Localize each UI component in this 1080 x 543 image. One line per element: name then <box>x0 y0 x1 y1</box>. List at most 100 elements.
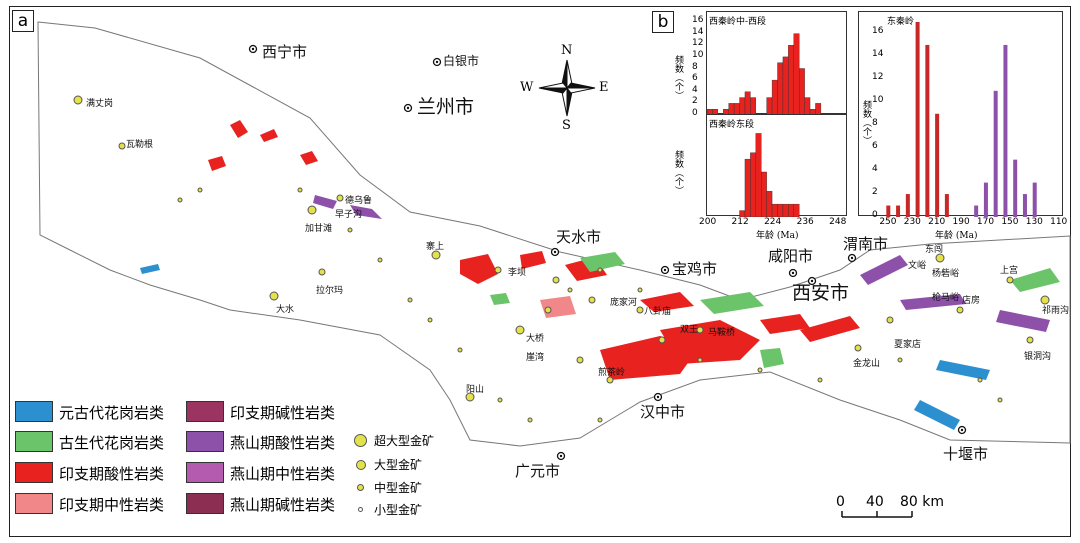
compass-west: W <box>520 80 534 95</box>
deposit-label: 八卦庙 <box>644 307 672 317</box>
gold-deposit-symbol <box>886 316 894 324</box>
histogram-bar <box>761 171 767 217</box>
gold-deposit-symbol <box>197 187 203 193</box>
tick-label: 16 <box>872 26 884 37</box>
histogram-bar <box>905 194 910 217</box>
histogram-bar <box>935 113 940 217</box>
histogram-bar <box>993 90 998 217</box>
gold-deposit-symbol <box>269 291 279 301</box>
histogram-bar <box>771 203 778 217</box>
gold-deposit-symbol <box>318 268 326 276</box>
gold-deposit-symbol <box>854 344 862 352</box>
gold-deposit-symbol <box>494 266 502 274</box>
deposit-label: 早子沟 <box>335 210 363 220</box>
deposit-label: 双王 <box>680 325 699 335</box>
chart-ylabel: 频数（个） <box>673 55 683 100</box>
city-label-hanzhong: 汉中市 <box>640 403 686 421</box>
gold-deposit-symbol <box>544 306 552 314</box>
tick-label: 8 <box>692 61 698 72</box>
gold-deposit-symbols <box>73 95 1050 423</box>
tick-label: 210 <box>928 217 946 227</box>
histogram-bar <box>777 203 784 217</box>
gold-deposit-symbol <box>465 392 475 402</box>
city-label-shiyan: 十堰市 <box>943 445 989 463</box>
deposit-label: 店房 <box>962 296 981 306</box>
histogram-bar <box>793 203 800 217</box>
histogram-bar <box>777 62 784 115</box>
histogram-bar <box>798 68 805 115</box>
gold-deposit-symbol <box>935 253 945 263</box>
deposit-label: 拉尔玛 <box>316 286 344 296</box>
gold-deposit-symbol <box>576 356 584 364</box>
tick-label: 10 <box>872 95 884 106</box>
city-label-lanzhou: 兰州市 <box>417 96 475 118</box>
gold-deposit-symbol <box>457 347 463 353</box>
compass-east: E <box>599 80 609 95</box>
histogram-bar <box>750 152 757 217</box>
histogram-bar <box>782 203 789 217</box>
gold-deposit-symbol <box>956 306 964 314</box>
histogram-bar <box>983 182 988 217</box>
scale-label-40: 40 <box>866 494 884 510</box>
gold-deposit-symbol <box>177 197 183 203</box>
compass-rose <box>538 59 596 117</box>
gold-deposit-symbol <box>515 325 525 335</box>
gold-deposit-symbol <box>636 306 644 314</box>
chart-west-qinling-east: 西秦岭东段 <box>706 114 847 217</box>
histogram-bar <box>771 79 778 115</box>
histogram-bar <box>744 91 751 115</box>
scale-label-80: 80 km <box>900 494 945 510</box>
gold-deposit-symbol <box>606 376 614 384</box>
histogram-bar <box>804 97 811 115</box>
gold-deposit-symbol <box>697 357 703 363</box>
gold-deposit-symbol <box>597 417 603 423</box>
chart-ylabel: 频数（个） <box>861 100 871 145</box>
chart-ylabel: 频数（个） <box>673 150 683 195</box>
city-label-baoji: 宝鸡市 <box>672 260 718 278</box>
gold-deposit-symbol <box>1006 276 1014 284</box>
deposit-label: 崖湾 <box>526 353 545 363</box>
deposit-label: 满丈岗 <box>86 99 114 109</box>
deposit-label: 杨砦峪 <box>932 269 960 279</box>
histogram-bar <box>896 205 901 217</box>
tick-label: 6 <box>872 141 878 152</box>
scale-bar-graphic <box>841 511 913 518</box>
chart-east-qinling: 东秦岭 <box>858 11 1063 217</box>
histogram-bar <box>974 205 979 217</box>
deposit-label: 上宫 <box>1000 266 1019 276</box>
deposit-label: 寨上 <box>426 242 445 252</box>
tick-label: 14 <box>692 26 704 37</box>
gold-deposit-symbol <box>407 297 413 303</box>
histogram-bar <box>1013 159 1018 217</box>
tick-label: 230 <box>903 217 921 227</box>
deposit-label: 大水 <box>276 305 295 315</box>
chart-west-qinling-mid-west: 西秦岭中-西段 <box>706 11 847 115</box>
gold-deposit-symbol <box>347 227 353 233</box>
deposit-label: 阳山 <box>466 385 485 395</box>
tick-label: 16 <box>692 15 704 25</box>
tick-label: 10 <box>692 49 704 60</box>
city-label-guangyuan: 广元市 <box>515 462 561 480</box>
tick-label: 6 <box>692 73 698 84</box>
tick-label: 130 <box>1025 217 1043 227</box>
deposit-label: 枪马峪 <box>932 293 960 303</box>
tick-label: 224 <box>764 217 782 227</box>
tick-label: 4 <box>872 164 878 175</box>
gold-deposit-symbol <box>897 357 903 363</box>
tick-label: 8 <box>872 118 878 129</box>
deposit-label: 庞家河 <box>610 298 638 308</box>
city-label-weinan: 渭南市 <box>843 235 889 253</box>
city-label-xining: 西宁市 <box>262 43 308 61</box>
gold-deposit-symbol <box>997 397 1003 403</box>
gold-deposit-symbol <box>552 276 560 284</box>
tick-label: 4 <box>692 84 698 95</box>
histogram-bar <box>1032 182 1037 217</box>
deposit-label: 祁雨沟 <box>1042 306 1070 316</box>
gold-deposit-symbol <box>73 95 83 105</box>
tick-label: 236 <box>796 217 814 227</box>
histogram-bar <box>793 33 800 115</box>
tick-label: 150 <box>1001 217 1019 227</box>
tick-label: 0 <box>692 108 698 118</box>
gold-deposit-symbol <box>336 194 344 202</box>
